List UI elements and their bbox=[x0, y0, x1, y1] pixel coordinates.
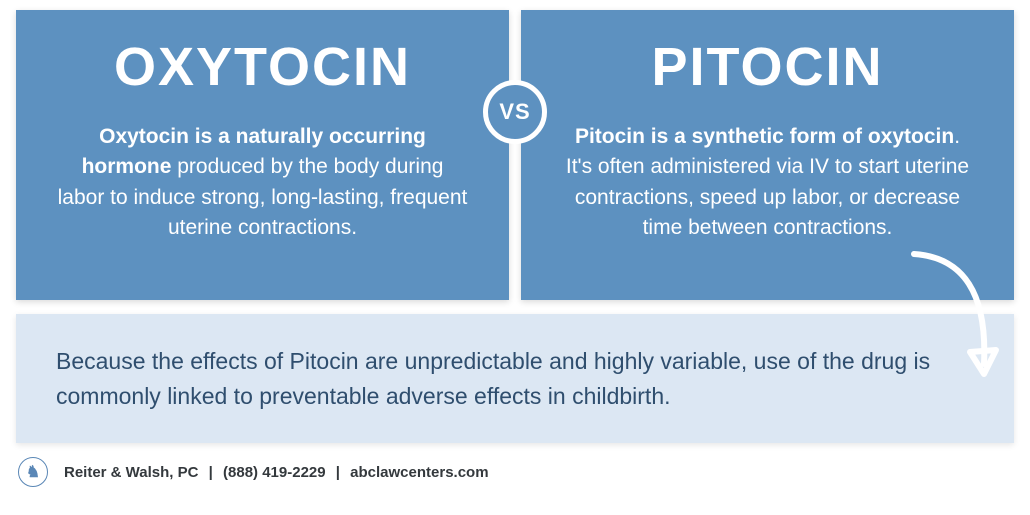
footer-phone: (888) 419-2229 bbox=[223, 464, 326, 481]
oxytocin-card: OXYTOCIN Oxytocin is a naturally occurri… bbox=[16, 10, 509, 300]
footer-sep-1: | bbox=[209, 464, 213, 481]
summary-text: Because the effects of Pitocin are unpre… bbox=[56, 348, 930, 409]
footer-org: Reiter & Walsh, PC bbox=[64, 464, 198, 481]
pitocin-body: Pitocin is a synthetic form of oxytocin.… bbox=[561, 122, 974, 244]
footer: ♞ Reiter & Walsh, PC | (888) 419-2229 | … bbox=[0, 443, 1030, 487]
pitocin-card: PITOCIN Pitocin is a synthetic form of o… bbox=[521, 10, 1014, 300]
footer-text: Reiter & Walsh, PC | (888) 419-2229 | ab… bbox=[64, 464, 489, 481]
vs-badge: VS bbox=[483, 80, 547, 144]
footer-sep-2: | bbox=[336, 464, 340, 481]
pitocin-title: PITOCIN bbox=[651, 40, 883, 94]
logo-icon: ♞ bbox=[18, 457, 48, 487]
comparison-row: OXYTOCIN Oxytocin is a naturally occurri… bbox=[0, 0, 1030, 300]
vs-label: VS bbox=[499, 99, 530, 125]
footer-site: abclawcenters.com bbox=[350, 464, 488, 481]
oxytocin-title: OXYTOCIN bbox=[114, 40, 411, 94]
summary-panel: Because the effects of Pitocin are unpre… bbox=[16, 314, 1014, 443]
oxytocin-body: Oxytocin is a naturally occurring hormon… bbox=[56, 122, 469, 244]
pitocin-body-bold: Pitocin is a synthetic form of oxytocin bbox=[575, 125, 954, 148]
